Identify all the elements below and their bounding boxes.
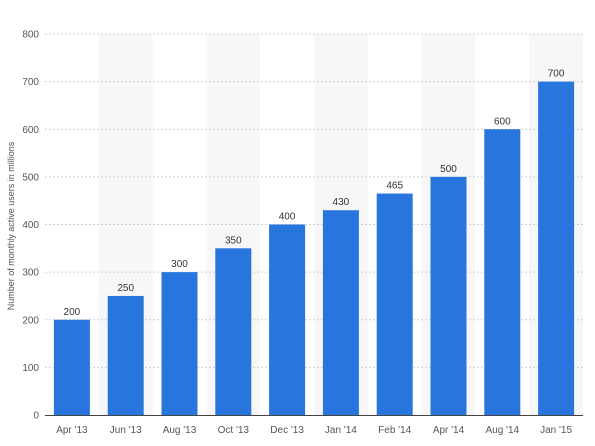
data-label: 400 [279, 212, 296, 223]
y-tick-label: 800 [22, 30, 39, 41]
y-tick-label: 600 [22, 125, 39, 136]
x-tick-label: Apr '13 [56, 425, 88, 436]
bar[interactable] [538, 81, 575, 415]
x-tick-label: Dec '13 [270, 425, 304, 436]
y-tick-label: 500 [22, 172, 39, 183]
data-label: 500 [440, 164, 457, 175]
x-tick-label: Jan '15 [540, 425, 572, 436]
x-tick-label: Apr '14 [433, 425, 465, 436]
data-label: 250 [117, 283, 134, 294]
bar[interactable] [215, 248, 252, 415]
data-label: 350 [225, 235, 242, 246]
x-tick-label: Aug '13 [163, 425, 197, 436]
y-axis-title: Number of monthly active users in millio… [6, 141, 16, 310]
data-label: 465 [386, 181, 403, 192]
data-label: 600 [494, 116, 511, 127]
x-tick-label: Feb '14 [378, 425, 411, 436]
bar[interactable] [161, 272, 198, 415]
data-label: 430 [333, 197, 350, 208]
data-label: 300 [171, 259, 188, 270]
bar[interactable] [269, 224, 306, 416]
bar[interactable] [322, 210, 359, 415]
x-axis-ticks: Apr '13 Jun '13 Aug '13 Oct '13 Dec '13 Jan '… [56, 425, 572, 436]
bar[interactable] [484, 129, 521, 415]
bars [53, 81, 575, 416]
x-tick-label: Jun '13 [110, 425, 142, 436]
bar[interactable] [107, 295, 144, 415]
y-axis-ticks: 0 100 200 300 400 500 600 700 800 [22, 30, 39, 422]
y-tick-label: 300 [22, 268, 39, 279]
y-tick-label: 100 [22, 363, 39, 374]
y-tick-label: 200 [22, 315, 39, 326]
bar[interactable] [430, 176, 467, 415]
x-tick-label: Jan '14 [325, 425, 357, 436]
data-label: 200 [64, 307, 81, 318]
x-tick-label: Oct '13 [218, 425, 250, 436]
data-labels: 200 250 300 350 400 430 465 500 600 700 [64, 69, 565, 318]
y-tick-label: 700 [22, 77, 39, 88]
data-label: 700 [548, 69, 565, 80]
y-tick-label: 0 [33, 411, 39, 422]
bar[interactable] [376, 193, 413, 415]
bar[interactable] [53, 319, 90, 415]
x-tick-label: Aug '14 [485, 425, 519, 436]
y-tick-label: 400 [22, 220, 39, 231]
